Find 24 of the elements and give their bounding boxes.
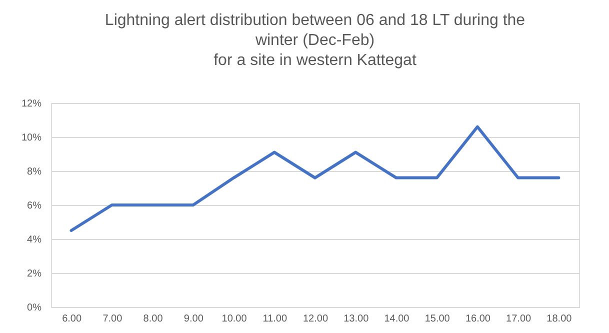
y-tick-label: 12% [21,98,42,110]
x-tick-label: 15.00 [424,314,450,324]
x-tick-label: 11.00 [262,314,288,324]
text: winter (Dec-Feb) [255,32,375,49]
x-tick-label: 14.00 [384,314,410,324]
x-tick-label: 7.00 [102,314,123,324]
y-tick-label: 4% [27,234,42,246]
y-tick-label: 2% [27,268,42,280]
x-tick-label: 9.00 [184,314,204,324]
text: for a site in western Kattegat [214,52,416,69]
x-tick-label: 16.00 [465,314,491,324]
y-tick-label: 0% [27,302,42,314]
x-tick-label: 6.00 [62,314,82,324]
y-tick-label: 6% [27,200,42,212]
x-tick-label: 8.00 [143,314,164,324]
x-tick-label: 17.00 [506,314,532,324]
y-tick-label: 10% [21,132,42,144]
x-tick-label: 13.00 [344,314,370,324]
line-series [70,125,560,232]
y-tick-label: 8% [27,166,42,178]
text: Lightning alert distribution between 06 and 18 LT during the [104,12,526,29]
x-tick-label: 10.00 [222,314,248,324]
x-tick-label: 12.00 [302,314,328,324]
x-tick-label: 18.00 [546,314,572,324]
